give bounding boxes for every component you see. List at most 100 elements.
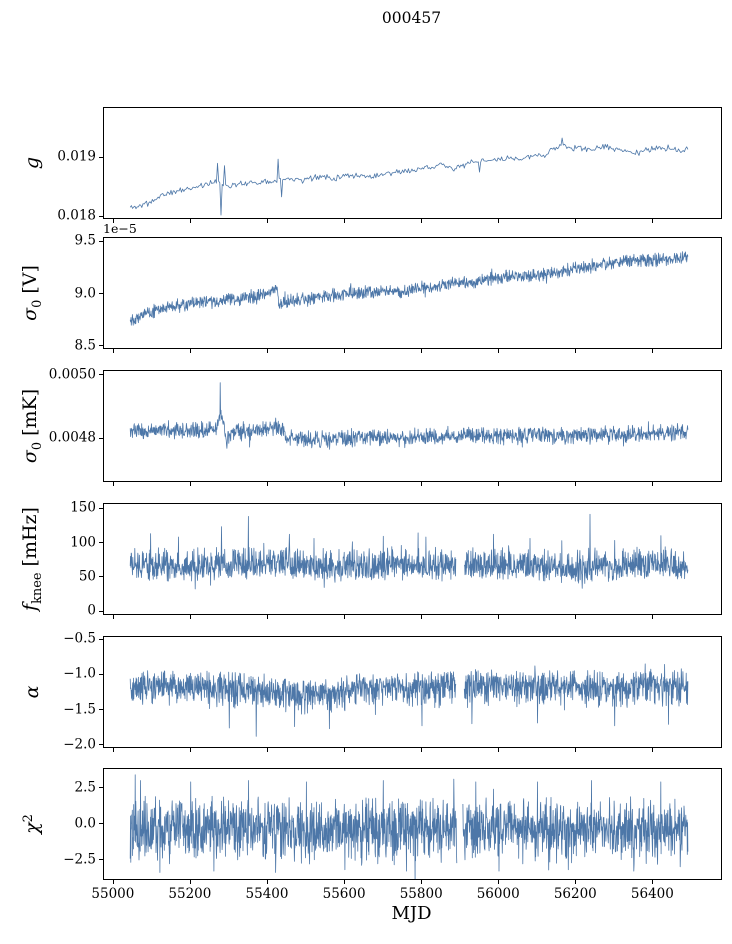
y-axis-label-part: [mHz] <box>19 507 42 573</box>
x-tick-mark <box>267 219 268 223</box>
x-tick-mark <box>421 880 423 884</box>
x-tick-label: 56200 <box>553 886 597 902</box>
x-tick-mark <box>189 482 191 486</box>
y-tick-label: −0.5 <box>63 630 96 647</box>
x-tick-label: 55400 <box>245 886 289 902</box>
x-tick-mark <box>421 748 423 752</box>
axis-offset-text: 1e−5 <box>103 221 137 236</box>
y-tick-label: 9.0 <box>74 284 96 301</box>
x-tick-mark <box>421 349 423 353</box>
y-axis-label-chi2: χ2 <box>21 814 43 834</box>
y-axis-label-part: f <box>19 603 42 611</box>
data-series-chi2 <box>129 774 689 879</box>
y-tick-mark <box>99 156 103 158</box>
y-tick-label: 0.018 <box>57 207 96 224</box>
y-tick-mark <box>99 638 103 640</box>
data-series-g <box>129 137 689 216</box>
x-tick-mark <box>189 219 191 223</box>
data-series-sigma0_V <box>129 251 689 326</box>
subplot-alpha: α −0.5 −1.0 −1.5 −2.0 <box>21 632 722 752</box>
y-axis-label-sigma0-mk: σ0 [mK] <box>19 389 45 463</box>
x-tick-mark <box>498 482 500 486</box>
data-line <box>129 663 689 737</box>
x-tick-mark <box>267 349 268 353</box>
x-tick-mark <box>575 880 577 884</box>
y-tick-mark <box>99 507 103 509</box>
x-tick-mark <box>652 349 654 353</box>
y-axis-label-part: [mK] <box>19 388 42 442</box>
x-tick-mark <box>575 748 577 752</box>
subplot-sigma0-mk: σ0 [mK] 0.0048 0.0050 <box>19 368 722 486</box>
y-tick-label: −1.5 <box>63 700 96 717</box>
y-axis-label-part: σ <box>19 450 42 464</box>
y-tick-mark <box>99 240 103 242</box>
y-tick-label: −2.5 <box>63 850 96 867</box>
y-axis-label-part: σ <box>19 307 42 321</box>
y-tick-label: 9.5 <box>74 232 96 249</box>
data-series-f_knee <box>129 513 689 590</box>
y-axis-label-part: 0 <box>29 299 45 308</box>
x-tick-mark <box>112 482 114 486</box>
y-tick-label: 50 <box>78 568 96 585</box>
x-tick-label: 55000 <box>91 886 135 902</box>
x-tick-label: 55200 <box>168 886 212 902</box>
y-tick-label: 150 <box>70 499 96 516</box>
y-tick-label: 0.0048 <box>48 429 96 446</box>
subplot-fknee: fknee [mHz] 0 50 100 150 <box>19 501 722 619</box>
x-tick-mark <box>344 349 346 353</box>
y-tick-label: −1.0 <box>63 665 96 682</box>
x-tick-mark <box>189 349 191 353</box>
x-tick-mark <box>112 219 114 223</box>
y-axis-label-g: g <box>21 157 43 169</box>
x-tick-label: 55600 <box>322 886 366 902</box>
y-tick-mark <box>99 293 103 295</box>
y-tick-label: 0.0 <box>74 814 96 831</box>
y-tick-label: 2.5 <box>74 778 96 795</box>
x-tick-mark <box>344 880 346 884</box>
x-tick-mark <box>498 219 500 223</box>
x-tick-mark <box>344 219 346 223</box>
x-tick-mark <box>652 219 654 223</box>
x-tick-mark <box>575 482 577 486</box>
x-tick-mark <box>112 880 114 884</box>
x-tick-mark <box>652 748 654 752</box>
x-tick-mark <box>344 482 346 486</box>
data-line <box>129 251 689 326</box>
x-tick-mark <box>498 349 500 353</box>
x-tick-mark <box>575 219 577 223</box>
y-axis-label-sigma0-v: σ0 [V] <box>19 265 45 321</box>
y-axis-label-part: 0 <box>29 441 45 451</box>
y-axis-label-part: χ <box>21 822 44 834</box>
y-tick-mark <box>99 744 103 746</box>
y-axis-label-fknee: fknee [mHz] <box>19 507 45 611</box>
y-tick-mark <box>99 859 103 861</box>
y-tick-mark <box>99 215 103 217</box>
x-tick-mark <box>112 748 114 752</box>
subplot-g: g 0.018 0.019 <box>21 107 722 223</box>
y-tick-mark <box>99 576 103 578</box>
y-tick-mark <box>99 437 103 439</box>
x-tick-mark <box>498 880 500 884</box>
x-tick-label: 55800 <box>399 886 443 902</box>
x-tick-mark <box>421 615 423 619</box>
data-series-sigma0_mK <box>129 382 689 450</box>
x-tick-mark <box>267 482 268 486</box>
x-tick-mark <box>498 748 500 752</box>
x-tick-mark <box>652 615 654 619</box>
y-tick-label: 0.0050 <box>48 366 96 383</box>
x-tick-mark <box>652 482 654 486</box>
x-tick-mark <box>344 615 346 619</box>
figure-title: 000457 <box>381 9 442 27</box>
y-tick-label: 8.5 <box>74 337 96 354</box>
y-axis-label-part: [V] <box>19 265 42 300</box>
x-tick-mark <box>189 615 191 619</box>
x-tick-mark <box>652 880 654 884</box>
y-axis-label-part: 2 <box>20 814 36 823</box>
x-tick-mark <box>267 615 268 619</box>
y-tick-label: 0 <box>87 602 96 619</box>
y-tick-mark <box>99 345 103 347</box>
y-tick-mark <box>99 787 103 789</box>
data-line <box>129 513 689 590</box>
x-tick-label: 56000 <box>476 886 520 902</box>
